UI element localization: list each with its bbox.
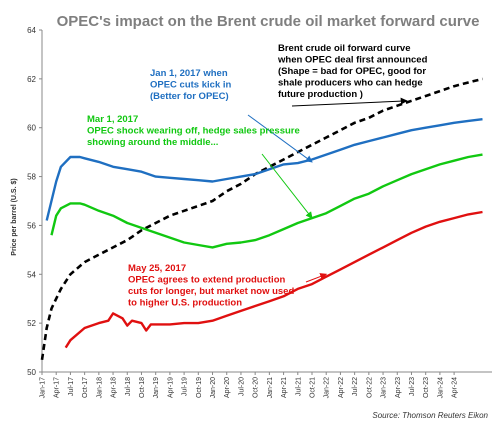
x-tick-label: Apr-22 [338, 377, 345, 398]
annotation-arrow [261, 153, 313, 219]
x-tick-label: Apr-24 [452, 377, 459, 398]
source-note: Source: Thomson Reuters Eikon [372, 411, 488, 420]
y-tick-label: 50 [27, 368, 36, 377]
series-line-may2017 [64, 210, 483, 349]
y-tick-label: 58 [27, 173, 36, 182]
x-tick-label: Oct-20 [253, 377, 260, 398]
y-axis-label: Price per barrel (U.S. $) [11, 178, 18, 255]
x-tick-label: Apr-20 [224, 377, 231, 398]
annotation-arrow [305, 273, 328, 283]
annotation-line: when OPEC deal first announced [277, 55, 428, 66]
annotation-arrow [291, 97, 408, 107]
x-tick-label: Jan-22 [324, 377, 331, 399]
x-tick-label: Apr-18 [111, 377, 118, 398]
x-tick-label: Jan-18 [96, 377, 103, 399]
y-tick-label: 60 [27, 124, 36, 133]
annotation-line: (Shape = bad for OPEC, good for [278, 66, 426, 77]
x-tick-label: Jul-19 [182, 377, 189, 396]
x-tick-label: Oct-22 [366, 377, 373, 398]
x-tick-label: Oct-19 [196, 377, 203, 398]
x-tick-label: Apr-17 [54, 377, 61, 398]
x-tick-label: Oct-17 [82, 377, 89, 398]
annotation-line: cuts for longer, but market now used [128, 286, 294, 297]
axes [41, 30, 492, 373]
y-tick-label: 64 [27, 26, 36, 35]
y-tick-label: 54 [27, 270, 36, 279]
x-tick-label: Apr-19 [167, 377, 174, 398]
series-line-dec2016 [40, 77, 483, 360]
annotation-line: Mar 1, 2017 [87, 114, 138, 125]
x-tick-label: Oct-18 [139, 377, 146, 398]
annotation-line: to higher U.S. production [128, 298, 242, 309]
x-tick-label: Jul-17 [68, 377, 75, 396]
y-tick-label: 62 [27, 75, 36, 84]
x-tick-label: Oct-23 [423, 377, 430, 398]
annotation-line: (Better for OPEC) [150, 91, 229, 102]
annotation-line: future production ) [278, 89, 363, 100]
x-tick-label: Jan-23 [381, 377, 388, 399]
x-tick-label: Jan-20 [210, 377, 217, 399]
x-tick-label: Jul-18 [125, 377, 132, 396]
annotation-line: showing around the middle... [87, 137, 218, 148]
annotation-line: Brent crude oil forward curve [278, 43, 411, 54]
annotation-line: OPEC shock wearing off, hedge sales pres… [87, 126, 300, 137]
x-tick-label: Jul-22 [352, 377, 359, 396]
x-tick-label: Jul-20 [238, 377, 245, 396]
annotation-line: May 25, 2017 [128, 263, 186, 274]
series-line-mar2017 [50, 153, 483, 249]
series-group [40, 77, 483, 360]
y-tick-label: 52 [27, 319, 36, 328]
y-tick-label: 56 [27, 221, 36, 230]
annotation-line: shale producers who can hedge [278, 78, 423, 89]
x-axis-ticks: Jan-17 Apr-17 Jul-17 Oct-17 Jan-18 Apr-18 Jul-… [40, 372, 459, 398]
x-tick-label: Jul-21 [295, 377, 302, 396]
y-axis-ticks: 50 52 54 56 58 60 62 64 [27, 26, 42, 377]
x-tick-label: Jan-17 [40, 377, 47, 399]
x-tick-label: Oct-21 [310, 377, 317, 398]
x-tick-label: Jan-24 [437, 377, 444, 399]
x-tick-label: Apr-23 [395, 377, 402, 398]
x-tick-label: Jul-23 [409, 377, 416, 396]
chart-title: OPEC's impact on the Brent crude oil mar… [57, 13, 480, 30]
annotation-line: OPEC cuts kick in [150, 80, 232, 91]
x-tick-label: Jan-19 [153, 377, 160, 399]
x-tick-label: Apr-21 [281, 377, 288, 398]
x-tick-label: Jan-21 [267, 377, 274, 399]
annotation-arrow [247, 114, 313, 163]
series-line-jan2017 [45, 118, 483, 221]
annotation-line: OPEC agrees to extend production [128, 275, 285, 286]
annotation-line: Jan 1, 2017 when [150, 68, 228, 79]
